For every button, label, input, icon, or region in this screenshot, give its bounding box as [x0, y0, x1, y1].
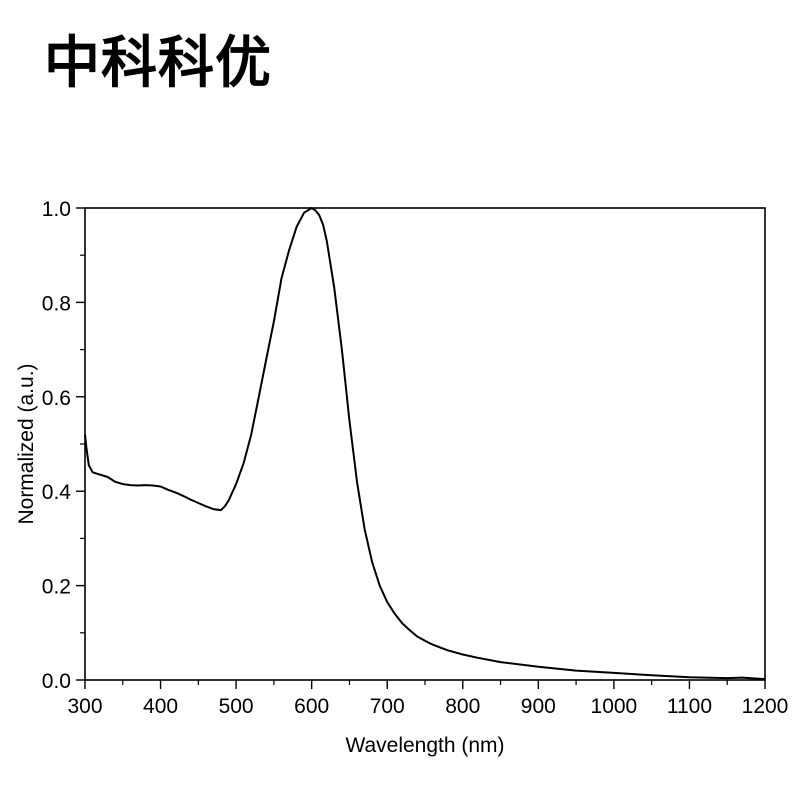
- y-tick-label: 0.2: [42, 576, 71, 599]
- plot-border: [84, 207, 766, 681]
- x-tick-label: 400: [143, 695, 178, 718]
- x-tick-label: 700: [370, 695, 405, 718]
- x-tick-label: 900: [521, 695, 556, 718]
- x-tick-label: 1200: [742, 695, 789, 718]
- x-tick-label: 1000: [591, 695, 638, 718]
- x-axis-label: Wavelength (nm): [345, 734, 504, 757]
- y-tick-label: 0.4: [42, 481, 72, 504]
- x-axis-ticks: 300 400 500 600 700 800 900 1000 1100 1200: [67, 680, 788, 718]
- spectrum-line: [84, 207, 766, 681]
- brand-title: 中科科优: [44, 31, 272, 96]
- x-tick-label: 800: [445, 695, 480, 718]
- x-tick-label: 300: [67, 695, 102, 718]
- y-tick-label: 0.0: [42, 670, 71, 693]
- x-tick-label: 500: [219, 695, 254, 718]
- y-axis-ticks: 0.0 0.2 0.4 0.6 0.8 1.0: [42, 198, 85, 693]
- y-tick-label: 0.8: [42, 292, 71, 315]
- plot-frame: [84, 207, 766, 681]
- series-group: [84, 207, 766, 681]
- x-tick-label: 600: [294, 695, 329, 718]
- y-tick-label: 1.0: [42, 198, 71, 221]
- y-axis-label: Normalized (a.u.): [15, 363, 38, 524]
- x-tick-label: 1100: [667, 695, 712, 718]
- y-tick-label: 0.6: [42, 387, 71, 410]
